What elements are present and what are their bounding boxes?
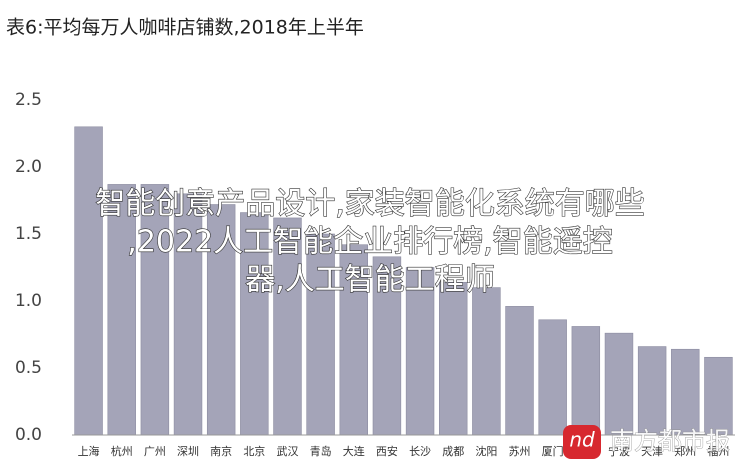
x-tick-label: 杭州: [111, 444, 133, 458]
overlay: 智能创意产品设计,家装智能化系统有哪些,2022人工智能企业排行榜,智能遥控器,…: [95, 186, 730, 459]
x-tick-label: 长沙: [409, 445, 431, 458]
y-tick-label: 0.5: [15, 358, 42, 378]
overlay-text: 智能创意产品设计,家装智能化系统有哪些: [95, 187, 645, 222]
bar: [637, 346, 667, 436]
bar: [505, 306, 534, 436]
y-tick-label: 1.0: [15, 291, 42, 311]
chart-title: 表6:平均每万人咖啡店铺数,2018年上半年: [6, 17, 364, 39]
x-tick-label: 福州: [707, 444, 729, 458]
bar: [339, 244, 368, 436]
x-tick-label: 郑州: [674, 444, 696, 458]
bar: [604, 332, 634, 436]
x-tick-label: 南京: [210, 444, 232, 458]
x-tick-label: 沈阳: [475, 444, 497, 458]
x-tick-label: 西安: [376, 444, 398, 458]
x-tick-label: 北京: [243, 444, 265, 458]
watermark-logo-bg: [563, 425, 601, 459]
x-tick-label: 苏州: [509, 445, 531, 458]
bar: [107, 184, 136, 436]
bar: [671, 348, 700, 436]
bar: [173, 193, 203, 436]
plot-area: 0.0 0.5 1.0 1.5 2.0 2.5 上海 杭州 广州 深圳 南京 北京 武汉 青岛 大连 西安 长沙…: [15, 90, 735, 458]
x-tick-label: 天津: [641, 445, 663, 458]
bar: [405, 267, 435, 436]
x-tick-label: 宁波: [608, 444, 630, 458]
x-tick-label: 成都: [442, 445, 464, 458]
x-tick-label: 大连: [343, 444, 365, 458]
bar: [704, 356, 733, 436]
x-tick-label: 广州: [144, 445, 166, 458]
overlay-text: ,2022人工智能企业排行榜,智能遥控: [127, 225, 612, 260]
y-tick-label: 0.0: [15, 425, 42, 445]
bar: [74, 126, 103, 436]
y-tick-label: 1.5: [15, 224, 42, 244]
bar: [538, 319, 567, 436]
bar: [439, 281, 468, 436]
x-tick-label: 青岛: [310, 444, 332, 458]
x-tick-label: 上海: [78, 444, 100, 458]
watermark-text: 南方都市报: [610, 427, 730, 455]
bar: [472, 287, 501, 436]
x-tick-label: 武汉: [276, 445, 298, 458]
watermark-logo: nd: [569, 428, 595, 452]
x-tick-label: 深圳: [177, 445, 199, 458]
bar: [240, 212, 269, 436]
bar: [273, 217, 302, 436]
x-tick-label: 厦门: [542, 444, 564, 458]
y-tick-label: 2.0: [15, 157, 42, 177]
y-tick-label: 2.5: [15, 90, 42, 110]
overlay-text: 器,人工智能工程师: [245, 263, 495, 298]
bar: [306, 233, 335, 436]
bar: [140, 184, 170, 436]
bar: [571, 326, 601, 436]
bar: [206, 204, 236, 436]
